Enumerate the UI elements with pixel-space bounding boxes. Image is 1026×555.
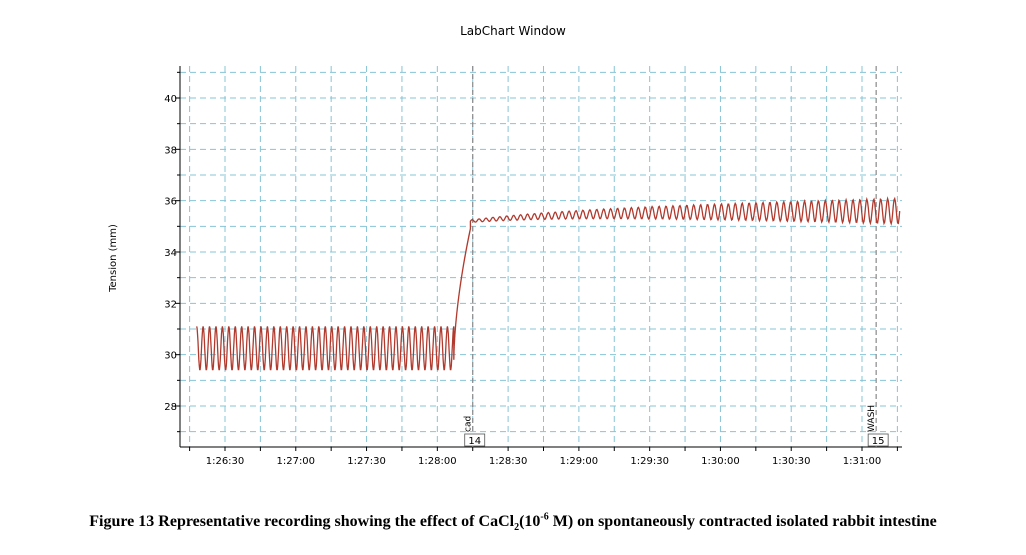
x-tick-label: 1:27:30 xyxy=(347,456,386,467)
caption-part2: (10 xyxy=(519,513,541,530)
window-title: LabChart Window xyxy=(460,24,566,38)
x-tick-label: 1:30:30 xyxy=(772,456,811,467)
y-tick-label: 34 xyxy=(164,248,177,259)
caption-subscript: 2 xyxy=(514,522,520,534)
axes xyxy=(175,66,902,451)
x-tick-label: 1:28:30 xyxy=(489,456,528,467)
x-tick-label: 1:29:30 xyxy=(630,456,669,467)
x-tick-label: 1:27:00 xyxy=(276,456,315,467)
y-tick-label: 38 xyxy=(164,145,177,156)
caption-part1: Figure 13 Representative recording showi… xyxy=(89,513,515,530)
comment-number: 14 xyxy=(468,436,481,447)
figure-caption: Figure 13 Representative recording showi… xyxy=(20,511,1006,533)
grid xyxy=(180,66,902,447)
y-tick-label: 28 xyxy=(164,402,177,413)
tension-trace xyxy=(196,196,901,371)
x-tick-label: 1:31:00 xyxy=(843,456,882,467)
y-tick-label: 30 xyxy=(164,351,177,362)
y-tick-label: 32 xyxy=(164,299,177,310)
caption-superscript: -6 xyxy=(540,511,549,523)
caption-part3: M) on spontaneously contracted isolated … xyxy=(548,513,937,530)
y-tick-label: 40 xyxy=(164,94,177,105)
comment-number-box xyxy=(867,433,889,447)
event-markers: cad 14 WASH 15 xyxy=(464,66,889,447)
event-marker-label: WASH xyxy=(867,405,877,432)
x-tick-label: 1:28:00 xyxy=(418,456,457,467)
tension-trace-line xyxy=(196,196,901,371)
x-tick-label: 1:29:00 xyxy=(560,456,599,467)
comment-number: 15 xyxy=(872,436,885,447)
event-marker-label: cad xyxy=(464,416,474,432)
y-tick-label: 36 xyxy=(164,197,177,208)
x-tick-label: 1:30:00 xyxy=(701,456,740,467)
comment-number-box xyxy=(464,433,486,447)
tick-labels: 28 30 32 34 36 38 40 1:26:30 1:27:00 1:27:30 1:28:… xyxy=(164,94,881,467)
x-tick-label: 1:26:30 xyxy=(206,456,245,467)
y-axis-label: Tension (mm) xyxy=(108,224,119,293)
chart: cad 14 WASH 15 28 30 32 34 36 38 40 1:26:30 1:27:00… xyxy=(108,66,902,467)
